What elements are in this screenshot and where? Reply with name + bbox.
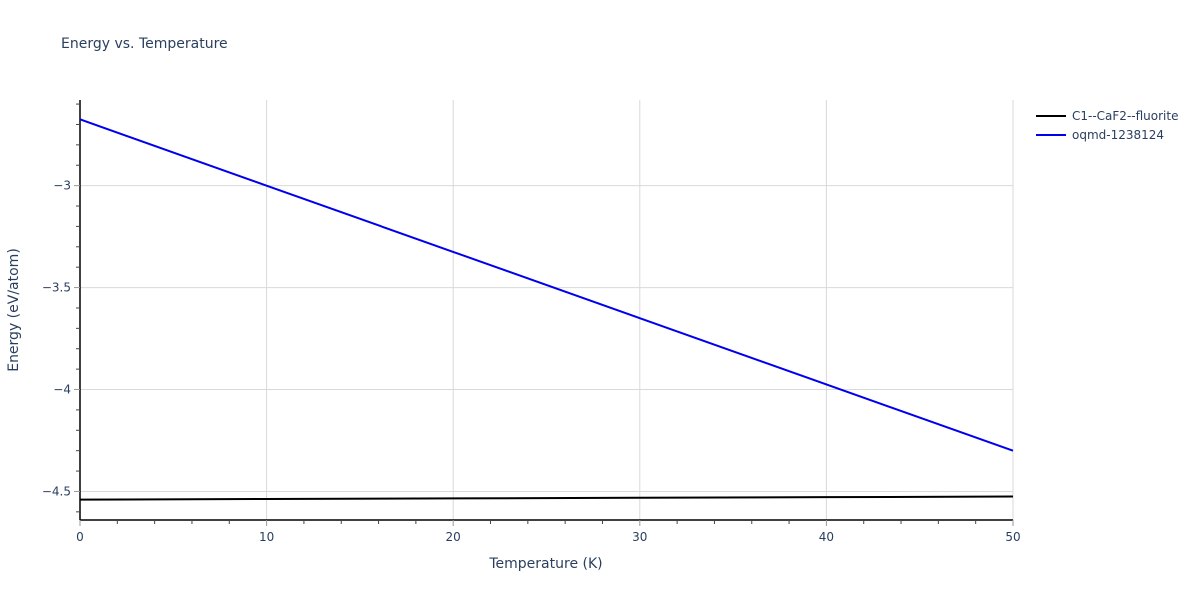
x-tick-label: 20 [446, 530, 461, 544]
y-axis-title: Energy (eV/atom) [6, 248, 22, 372]
data-series [79, 118, 1014, 501]
y-tick-label: −3 [53, 179, 71, 193]
series-line [79, 495, 1014, 501]
x-tick-label: 40 [819, 530, 834, 544]
x-tick-label: 0 [76, 530, 84, 544]
legend-line-icon [1036, 133, 1066, 136]
tick-labels: 0 10 20 30 40 50 −3 −3.5 −4 −4.5 [42, 179, 1021, 544]
x-tick-label: 50 [1005, 530, 1020, 544]
gridlines [80, 100, 1014, 520]
axes [74, 100, 1014, 526]
y-tick-label: −4.5 [42, 484, 71, 498]
x-tick-label: 10 [259, 530, 274, 544]
legend-label: oqmd-1238124 [1072, 127, 1165, 142]
legend-line-icon [1036, 114, 1066, 117]
legend-item-c1-caf2-fluorite[interactable]: C1--CaF2--fluorite [1036, 106, 1178, 125]
chart-title: Energy vs. Temperature [61, 36, 228, 52]
x-tick-label: 30 [632, 530, 647, 544]
y-tick-label: −4 [53, 383, 71, 397]
legend-label: C1--CaF2--fluorite [1072, 108, 1179, 123]
y-tick-label: −3.5 [42, 281, 71, 295]
x-axis-title: Temperature (K) [488, 556, 602, 572]
legend: C1--CaF2--fluorite oqmd-1238124 [1036, 106, 1178, 144]
legend-item-oqmd-1238124[interactable]: oqmd-1238124 [1036, 125, 1178, 144]
series-line [79, 118, 1014, 452]
